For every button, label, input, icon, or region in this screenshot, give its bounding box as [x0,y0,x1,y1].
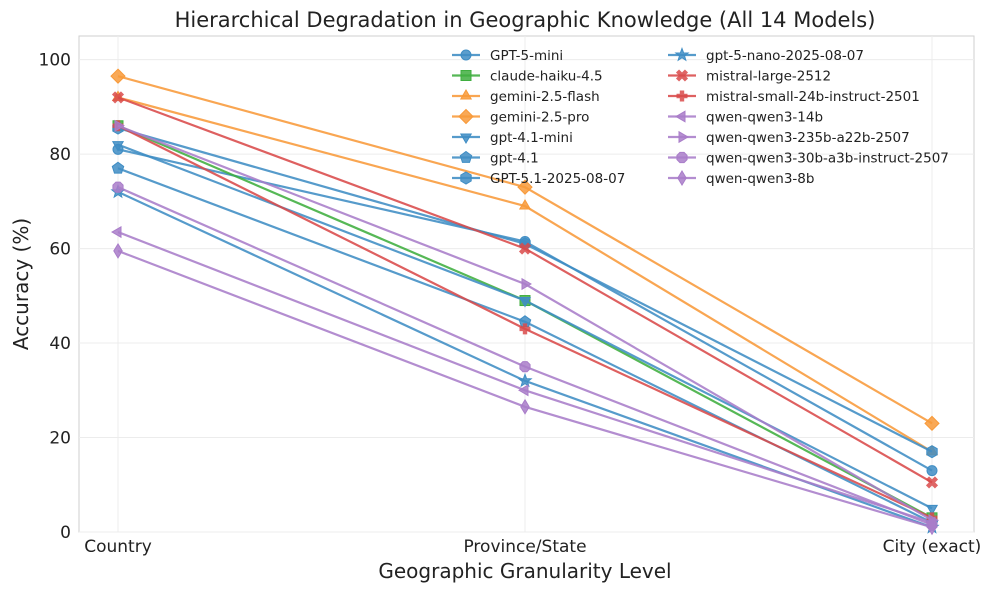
data-point [111,141,125,152]
legend-marker [675,110,686,123]
series-4 [111,141,939,516]
y-tick-label: 20 [49,429,71,449]
data-point [111,161,125,174]
legend-entry: qwen-qwen3-30b-a3b-instruct-2507 [668,151,949,167]
y-tick-label: 100 [39,51,71,71]
legend-label: mistral-large-2512 [706,69,831,85]
legend-label: qwen-qwen3-8b [706,171,814,187]
legend-marker [460,49,472,61]
legend-label: GPT-5.1-2025-08-07 [490,171,625,187]
legend-label: gemini-2.5-pro [490,110,589,126]
data-point [518,297,532,308]
legend-entry: claude-haiku-4.5 [452,69,603,85]
legend-marker [459,89,473,100]
legend-entry: mistral-large-2512 [668,69,831,85]
data-point [519,361,531,373]
series-3 [110,68,940,432]
data-point [111,91,125,104]
x-tick-label: Country [84,537,152,557]
data-point [926,445,938,459]
legend-label: gpt-4.1-mini [490,130,573,146]
data-point [517,179,533,195]
data-point [112,181,124,193]
data-point [113,242,123,259]
legend-marker [678,130,689,144]
legend-label: qwen-qwen3-235b-a22b-2507 [706,130,910,146]
data-point [517,372,533,388]
legend-label: mistral-small-24b-instruct-2501 [706,89,920,105]
legend-entry: GPT-5-mini [452,48,563,64]
data-point [924,415,940,432]
data-point [110,225,122,239]
legend: GPT-5-mini claude-haiku-4.5 gemini-2.5-fla… [452,47,949,187]
legend-label: gpt-4.1 [490,151,539,167]
legend-label: GPT-5-mini [490,48,563,64]
data-point [925,504,939,516]
legend-entry: qwen-qwen3-8b [668,170,814,187]
legend-label: qwen-qwen3-30b-a3b-instruct-2507 [706,151,949,167]
data-point [519,323,531,335]
legend-entry: GPT-5.1-2025-08-07 [452,171,625,187]
x-tick-label: Province/State [463,537,586,557]
legend-entry: qwen-qwen3-14b [668,110,823,126]
data-point [517,384,529,397]
legend-label: claude-haiku-4.5 [490,69,603,85]
legend-marker [674,47,690,62]
legend-label: gpt-5-nano-2025-08-07 [706,48,864,64]
tick-labels: 0 20 40 60 80 100 Country Province/State City (e… [39,51,982,557]
series-layer [110,68,940,536]
legend-entry: mistral-small-24b-instruct-2501 [668,89,920,105]
series-8 [111,91,939,489]
x-axis-label: Geographic Granularity Level [378,559,671,583]
data-point [927,519,937,536]
series-13 [113,242,937,536]
legend-marker [459,133,473,144]
chart-title: Hierarchical Degradation in Geographic K… [175,8,876,32]
legend-entry: gpt-4.1-mini [452,130,573,146]
legend-marker [459,150,473,163]
data-point [518,242,532,255]
legend-marker [460,70,472,81]
legend-marker [458,108,474,125]
legend-label: qwen-qwen3-14b [706,110,823,126]
y-tick-label: 60 [49,240,71,260]
y-tick-label: 40 [49,334,71,354]
gridlines [79,36,974,533]
y-tick-label: 80 [49,145,71,165]
legend-marker [460,171,472,185]
legend-marker [676,90,688,102]
data-point [926,465,938,477]
legend-entry: gemini-2.5-flash [452,89,600,105]
legend-entry: gpt-5-nano-2025-08-07 [668,47,864,64]
y-axis-label: Accuracy (%) [9,218,33,350]
data-point [110,68,126,84]
legend-marker [677,170,687,186]
data-point [114,119,126,132]
legend-label: gemini-2.5-flash [490,89,600,105]
data-point [925,476,939,489]
data-point [518,199,532,210]
legend-entry: gpt-4.1 [452,151,539,167]
data-point [521,277,532,291]
legend-entry: gemini-2.5-pro [452,108,589,126]
legend-marker [676,151,688,164]
x-tick-label: City (exact) [883,537,982,557]
legend-entry: qwen-qwen3-235b-a22b-2507 [668,130,910,146]
data-point [520,398,530,415]
y-tick-label: 0 [60,523,71,543]
legend-marker [675,69,689,82]
